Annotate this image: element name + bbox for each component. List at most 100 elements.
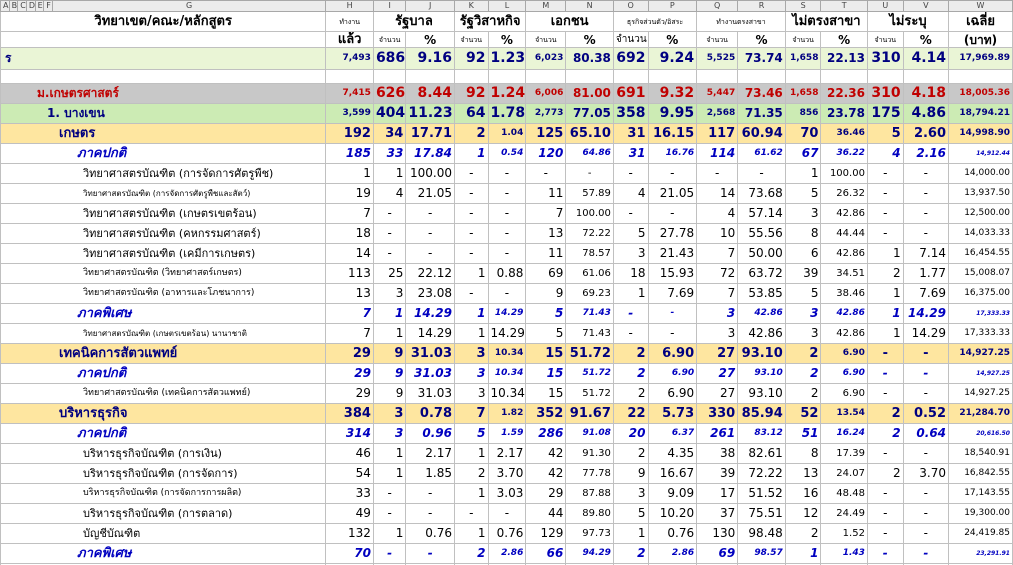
- value-cell[interactable]: 4.14: [902, 47, 950, 70]
- row-label[interactable]: 1. บางเขน: [0, 103, 327, 124]
- avg-salary-cell[interactable]: 17,333.33: [948, 303, 1013, 324]
- row-label[interactable]: วิทยาศาสตรบัณฑิต (วิทยาศาสตร์เกษตร): [0, 263, 327, 284]
- column-header-t[interactable]: T: [820, 0, 868, 12]
- value-cell[interactable]: 352: [525, 403, 567, 424]
- avg-salary-cell[interactable]: 14,912.44: [948, 143, 1013, 164]
- worked-count-cell[interactable]: 1: [325, 163, 374, 184]
- value-cell[interactable]: 1.52: [820, 523, 868, 544]
- value-cell[interactable]: 5.73: [647, 403, 698, 424]
- value-cell[interactable]: 29: [525, 483, 567, 504]
- value-cell[interactable]: 1: [612, 283, 649, 304]
- value-cell[interactable]: 72: [696, 263, 739, 284]
- value-cell[interactable]: 69: [696, 543, 739, 564]
- value-cell[interactable]: 2.16: [902, 143, 950, 164]
- value-cell[interactable]: 100.00: [405, 163, 455, 184]
- value-cell[interactable]: -: [866, 223, 904, 244]
- value-cell[interactable]: -: [454, 163, 489, 184]
- avg-salary-cell[interactable]: 17,333.33: [948, 323, 1013, 344]
- value-cell[interactable]: -: [647, 303, 698, 324]
- value-cell[interactable]: 31: [612, 143, 649, 164]
- column-header-k[interactable]: K: [454, 0, 489, 12]
- value-cell[interactable]: 358: [612, 103, 649, 124]
- value-cell[interactable]: -: [487, 223, 527, 244]
- value-cell[interactable]: 34.51: [820, 263, 868, 284]
- header-worked-bottom[interactable]: แล้ว: [325, 31, 374, 48]
- value-cell[interactable]: 4.86: [902, 103, 950, 124]
- value-cell[interactable]: 44: [525, 503, 567, 524]
- value-cell[interactable]: [612, 69, 649, 84]
- value-cell[interactable]: 69: [696, 563, 739, 565]
- value-cell[interactable]: -: [866, 483, 904, 504]
- value-cell[interactable]: 60.94: [737, 123, 786, 144]
- avg-salary-cell[interactable]: 16,454.55: [948, 243, 1013, 264]
- value-cell[interactable]: 6.90: [820, 383, 868, 404]
- value-cell[interactable]: 4: [612, 183, 649, 204]
- value-cell[interactable]: 2: [784, 383, 822, 404]
- value-cell[interactable]: [565, 69, 614, 84]
- value-cell[interactable]: 9: [372, 383, 407, 404]
- value-cell[interactable]: 1: [372, 463, 407, 484]
- value-cell[interactable]: 691: [612, 83, 649, 104]
- value-cell[interactable]: 6.90: [647, 383, 698, 404]
- avg-salary-cell[interactable]: 18,794.21: [948, 103, 1013, 124]
- column-header-a[interactable]: A: [0, 0, 10, 12]
- sub-pct-mismatch[interactable]: %: [820, 31, 868, 48]
- value-cell[interactable]: -: [902, 343, 950, 364]
- worked-count-cell[interactable]: 33: [325, 483, 374, 504]
- value-cell[interactable]: 17.39: [820, 443, 868, 464]
- value-cell[interactable]: 6,023: [525, 47, 567, 70]
- value-cell[interactable]: 55.56: [737, 223, 786, 244]
- row-label[interactable]: ภาคปกติ: [0, 363, 327, 384]
- value-cell[interactable]: 18: [612, 263, 649, 284]
- row-label[interactable]: วิทยาศาสตรบัณฑิต (อาหารและโภชนาการ): [0, 283, 327, 304]
- value-cell[interactable]: 67: [784, 143, 822, 164]
- row-label[interactable]: บริหารธุรกิจบัณฑิต (การจัดการ): [0, 463, 327, 484]
- value-cell[interactable]: 42.86: [820, 243, 868, 264]
- value-cell[interactable]: -: [902, 443, 950, 464]
- value-cell[interactable]: -: [372, 203, 407, 224]
- value-cell[interactable]: 12: [784, 503, 822, 524]
- worked-count-cell[interactable]: 7,415: [325, 83, 374, 104]
- value-cell[interactable]: 91.30: [565, 443, 614, 464]
- value-cell[interactable]: 9.16: [405, 47, 455, 70]
- value-cell[interactable]: 8.44: [405, 83, 455, 104]
- value-cell[interactable]: -: [405, 503, 455, 524]
- column-header-n[interactable]: N: [565, 0, 614, 12]
- value-cell[interactable]: 5: [784, 283, 822, 304]
- value-cell[interactable]: 1: [372, 323, 407, 344]
- value-cell[interactable]: 4: [866, 143, 904, 164]
- value-cell[interactable]: 31.03: [405, 343, 455, 364]
- value-cell[interactable]: 1: [866, 323, 904, 344]
- value-cell[interactable]: 20: [612, 423, 649, 444]
- value-cell[interactable]: 1: [454, 443, 489, 464]
- worked-count-cell[interactable]: 192: [325, 123, 374, 144]
- worked-count-cell[interactable]: 49: [325, 503, 374, 524]
- value-cell[interactable]: -: [487, 503, 527, 524]
- value-cell[interactable]: 93.10: [737, 363, 786, 384]
- sub-pct-state[interactable]: %: [487, 31, 527, 48]
- row-label[interactable]: วิทยาศาสตรบัณฑิต (การจัดการศัตรูพืช): [0, 163, 327, 184]
- value-cell[interactable]: -: [866, 443, 904, 464]
- value-cell[interactable]: 0.54: [487, 143, 527, 164]
- column-header-m[interactable]: M: [525, 0, 567, 12]
- value-cell[interactable]: 13: [784, 463, 822, 484]
- value-cell[interactable]: 21.43: [647, 243, 698, 264]
- value-cell[interactable]: -: [902, 503, 950, 524]
- value-cell[interactable]: 3: [372, 283, 407, 304]
- sub-pct-private[interactable]: %: [565, 31, 614, 48]
- row-label[interactable]: ภาคพิเศษ: [0, 543, 327, 564]
- avg-salary-cell[interactable]: 18,005.36: [948, 83, 1013, 104]
- value-cell[interactable]: 9: [372, 363, 407, 384]
- value-cell[interactable]: 16.15: [647, 123, 698, 144]
- value-cell[interactable]: 3: [696, 323, 739, 344]
- value-cell[interactable]: -: [866, 523, 904, 544]
- value-cell[interactable]: -: [487, 183, 527, 204]
- value-cell[interactable]: 16.76: [647, 143, 698, 164]
- value-cell[interactable]: -: [405, 483, 455, 504]
- value-cell[interactable]: 2: [454, 543, 489, 564]
- worked-count-cell[interactable]: 70: [325, 543, 374, 564]
- value-cell[interactable]: 4.18: [902, 83, 950, 104]
- sub-count-gov[interactable]: จำนวน: [372, 31, 407, 48]
- value-cell[interactable]: 9.32: [647, 83, 698, 104]
- avg-salary-cell[interactable]: [948, 69, 1013, 84]
